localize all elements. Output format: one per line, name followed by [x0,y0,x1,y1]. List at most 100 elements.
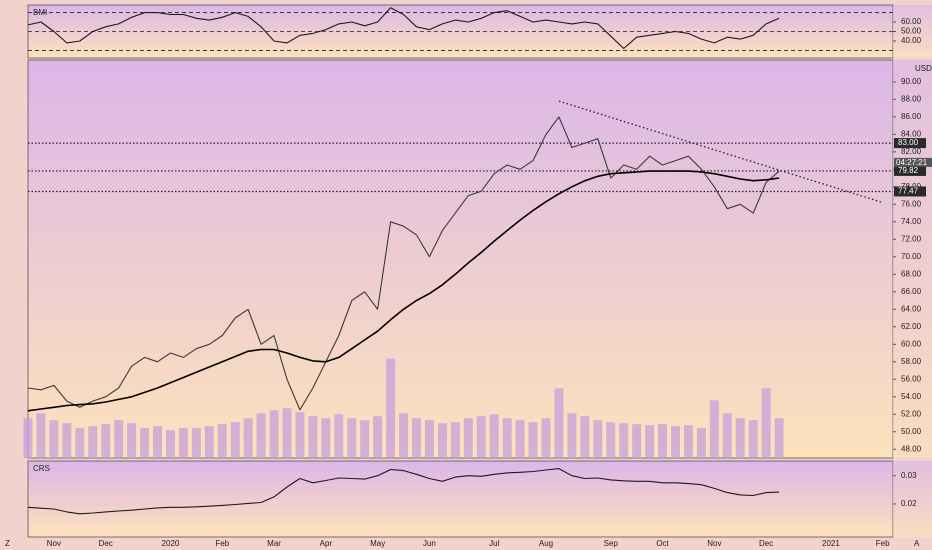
y-tick-label: 88.00 [901,94,922,103]
x-tick-label: Feb [876,539,890,548]
x-tick-label: Feb [215,539,229,548]
y-tick-label: 70.00 [901,252,922,261]
volume-bar [295,412,305,458]
volume-bar [671,426,680,458]
x-tick-label: Jun [423,539,436,548]
volume-bar [36,413,46,458]
volume-bar [347,418,357,458]
volume-bar [748,420,758,458]
volume-bar [606,422,616,458]
series-line [27,170,780,412]
volume-bar [696,428,706,458]
x-tick-label: Mar [267,539,281,548]
volume-bar [515,420,525,458]
volume-bar [269,410,279,458]
x-tick-label: Aug [539,539,553,548]
y-tick-label: 0.02 [901,499,917,508]
y-tick-label: 86.00 [901,112,922,121]
volume-bar [230,422,240,458]
volume-bar [62,423,72,458]
volume-bar [321,418,331,458]
volume-bar [178,428,188,458]
volume-bar [541,418,551,458]
volume-bar [308,416,318,458]
x-tick-label: Dec [99,539,113,548]
price-axis [893,5,932,58]
volume-bar [75,428,85,458]
panel-title: CRS [33,464,50,473]
volume-bar [101,424,111,458]
y-tick-label: 50.00 [901,427,922,436]
series-line [27,116,780,411]
x-tick-label: Oct [656,539,669,548]
volume-bar [127,423,137,458]
volume-bar [140,428,150,458]
x-tick-label: Nov [47,539,61,548]
volume-bar [567,413,577,458]
y-tick-label: 90.00 [901,77,922,86]
x-tick-label: May [370,539,385,548]
x-tick-label: Sep [604,539,619,548]
y-tick-label: 52.00 [901,409,922,418]
y-tick-label: 54.00 [901,392,922,401]
panel-title: BMI [33,8,47,17]
y-tick-label: 68.00 [901,269,922,278]
panel [27,460,894,538]
price-axis [893,461,932,537]
volume-bar [243,418,253,458]
volume-bar [437,423,447,458]
auto-button[interactable]: Z [5,539,10,548]
y-tick-label: 60.00 [901,339,922,348]
y-tick-label: 74.00 [901,217,922,226]
y-tick-label: 66.00 [901,287,922,296]
y-tick-label: 58.00 [901,357,922,366]
panel [27,59,894,459]
volume-bar [256,413,266,458]
volume-bar [114,420,124,458]
volume-bar [632,424,642,458]
y-tick-label: 60.00 [901,17,922,26]
level-box [894,138,926,149]
volume-bar [463,418,473,458]
y-tick-label: 78.00 [901,182,922,191]
y-tick-label: 40.00 [901,36,922,45]
level-label: 83.00 [898,138,919,147]
series-line [27,7,780,50]
volume-bar [373,416,383,458]
volume-bar [735,418,745,458]
volume-bar [593,420,603,458]
volume-bar [424,420,434,458]
y-tick-label: 48.00 [901,444,922,453]
volume-bar [88,426,98,458]
volume-bar [722,413,732,458]
y-tick-label: 0.03 [901,471,917,480]
volume-bar [204,426,214,458]
unit-label: USD [915,64,932,73]
volume-bar [217,424,227,458]
volume-bar [153,426,162,458]
volume-bar [360,420,370,458]
x-tick-label: Apr [320,539,333,548]
volume-bar [683,425,693,458]
x-tick-label: Nov [707,539,721,548]
volume-bar [489,414,499,458]
x-tick-label: 2020 [162,539,180,548]
level-box [894,165,926,176]
y-tick-label: 56.00 [901,374,922,383]
x-tick-label: Jul [489,539,499,548]
volume-bar [386,358,396,458]
auto-button[interactable]: A [914,539,920,548]
volume-bar [165,430,175,458]
level-label: 79.82 [898,166,919,175]
level-label: 77.47 [898,187,919,196]
y-tick-label: 62.00 [901,322,922,331]
volume-bar [658,424,668,458]
volume-bar [49,420,59,458]
price-axis [893,60,932,458]
volume-bar [412,418,421,458]
volume-bar [399,413,409,458]
volume-bar [476,416,486,458]
trendline [558,100,883,204]
volume-bar [450,422,460,458]
